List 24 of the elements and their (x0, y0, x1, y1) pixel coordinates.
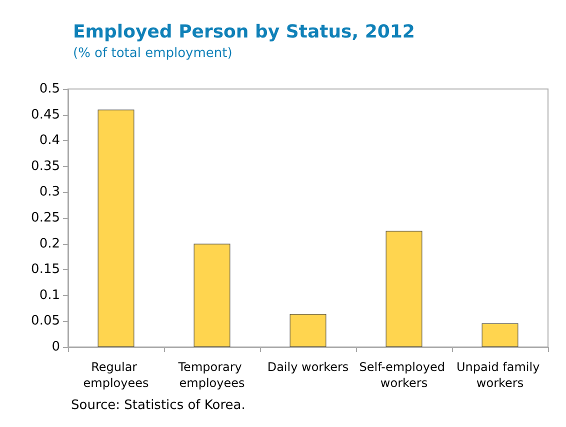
y-tick-label: 0.25 (31, 210, 60, 226)
y-tick-label: 0.5 (39, 82, 60, 96)
y-tick-label: 0 (52, 340, 60, 354)
y-tick-label: 0.4 (39, 133, 60, 148)
bar (386, 230, 422, 347)
y-tick-label: 0.35 (31, 158, 60, 174)
chart-subtitle: (% of total employment) (73, 46, 232, 61)
y-tick-label: 0.05 (31, 314, 60, 329)
y-tick-label: 0.2 (39, 236, 60, 252)
bar (194, 244, 230, 347)
y-tick-label: 0.1 (39, 288, 60, 303)
x-tick-label: Temporary employees (177, 360, 246, 390)
x-tick-label: Daily workers (267, 360, 349, 374)
y-tick-label: 0.15 (31, 262, 60, 278)
x-tick-label: Self-employed workers (359, 360, 449, 390)
bar (98, 110, 134, 347)
y-tick-label: 0.45 (31, 107, 60, 122)
chart-title: Employed Person by Status, 2012 (73, 22, 415, 42)
bar (482, 323, 518, 347)
x-tick-label: Unpaid family workers (456, 360, 544, 390)
bar (290, 314, 326, 347)
source-note: Source: Statistics of Korea. (71, 398, 246, 413)
x-tick-label: Regular employees (83, 360, 149, 390)
y-tick-label: 0.3 (39, 184, 60, 200)
